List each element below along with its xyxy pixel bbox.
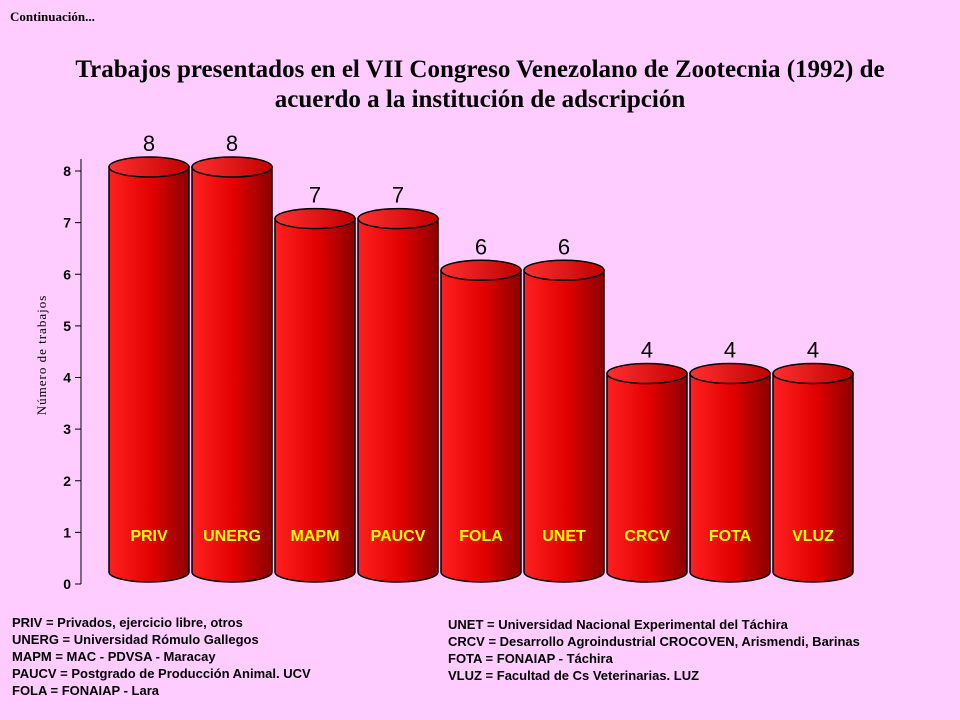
x-tick-label: FOTA bbox=[709, 528, 752, 545]
y-tick-label: 6 bbox=[63, 266, 71, 282]
data-label: 7 bbox=[392, 183, 404, 208]
bar-top bbox=[606, 362, 688, 385]
legend-item: UNERG = Universidad Rómulo Gallegos bbox=[12, 632, 259, 647]
data-label: 4 bbox=[807, 338, 819, 363]
y-tick-label: 0 bbox=[63, 576, 71, 592]
data-label: 4 bbox=[724, 338, 736, 363]
legend-item: FOTA = FONAIAP - Táchira bbox=[448, 651, 613, 666]
chart-title-line-2: acuerdo a la institución de adscripción bbox=[274, 86, 686, 113]
bar-body bbox=[606, 372, 688, 583]
bar: 4 VLUZ bbox=[772, 338, 854, 583]
x-tick-label: CRCV bbox=[624, 528, 670, 545]
data-label: 6 bbox=[475, 234, 487, 259]
bar: 7 MAPM bbox=[274, 183, 356, 583]
y-tick-label: 4 bbox=[63, 370, 71, 386]
bar-body bbox=[357, 217, 439, 583]
bar-top bbox=[357, 207, 439, 230]
legend-item: PAUCV = Postgrado de Producción Animal. … bbox=[12, 666, 311, 681]
legend-left: PRIV = Privados, ejercicio libre, otros … bbox=[12, 614, 311, 699]
bar-top bbox=[274, 207, 356, 230]
bar-top bbox=[772, 362, 854, 385]
data-label: 6 bbox=[558, 234, 570, 259]
bar-top bbox=[523, 259, 605, 281]
bar-top bbox=[440, 259, 522, 281]
bar-body bbox=[108, 166, 190, 583]
y-tick-label: 1 bbox=[63, 524, 71, 540]
bar: 8 PRIV bbox=[108, 131, 190, 583]
bar-body bbox=[772, 372, 854, 583]
bar-body bbox=[274, 217, 356, 583]
y-tick-label: 2 bbox=[63, 473, 71, 489]
legend-item: CRCV = Desarrollo Agroindustrial CROCOVE… bbox=[448, 634, 860, 649]
y-tick-label: 8 bbox=[63, 163, 71, 179]
data-label: 7 bbox=[309, 183, 321, 208]
x-tick-label: FOLA bbox=[459, 528, 503, 545]
chart-title-line-1: Trabajos presentados en el VII Congreso … bbox=[75, 56, 885, 83]
bar-body bbox=[440, 269, 522, 583]
chart-title: Trabajos presentados en el VII Congreso … bbox=[20, 55, 940, 115]
y-tick-label: 7 bbox=[63, 215, 71, 231]
bar: 6 UNET bbox=[523, 234, 605, 583]
bar: 4 FOTA bbox=[689, 338, 771, 583]
legend-item: VLUZ = Facultad de Cs Veterinarias. LUZ bbox=[448, 668, 700, 683]
bar-top bbox=[689, 362, 771, 385]
continuation-label: Continuación... bbox=[10, 9, 95, 24]
bar-top bbox=[191, 156, 273, 178]
bar: 4 CRCV bbox=[606, 338, 688, 583]
y-tick-label: 5 bbox=[63, 318, 71, 334]
x-tick-label: MAPM bbox=[291, 528, 340, 545]
legend-item: MAPM = MAC - PDVSA - Maracay bbox=[12, 649, 216, 664]
legend-item: PRIV = Privados, ejercicio libre, otros bbox=[12, 615, 243, 630]
bar-body bbox=[191, 166, 273, 583]
data-label: 8 bbox=[143, 131, 155, 156]
data-label: 4 bbox=[641, 338, 653, 363]
bar: 6 FOLA bbox=[440, 234, 522, 583]
bar: 7 PAUCV bbox=[357, 183, 439, 583]
x-tick-label: PRIV bbox=[130, 528, 168, 545]
bar-body bbox=[689, 372, 771, 583]
bar-body bbox=[523, 269, 605, 583]
legend-item: FOLA = FONAIAP - Lara bbox=[12, 683, 159, 698]
x-tick-label: UNET bbox=[542, 528, 586, 545]
data-label: 8 bbox=[226, 131, 238, 156]
y-tick-label: 3 bbox=[63, 421, 71, 437]
bar: 8 UNERG bbox=[191, 131, 273, 583]
bar-top bbox=[108, 156, 190, 178]
x-tick-label: PAUCV bbox=[371, 528, 426, 545]
legend-item: UNET = Universidad Nacional Experimental… bbox=[448, 617, 788, 632]
legend-right: UNET = Universidad Nacional Experimental… bbox=[448, 616, 860, 684]
y-axis-label: Número de trabajos bbox=[34, 295, 49, 416]
x-tick-label: UNERG bbox=[203, 528, 261, 545]
x-tick-label: VLUZ bbox=[792, 528, 834, 545]
